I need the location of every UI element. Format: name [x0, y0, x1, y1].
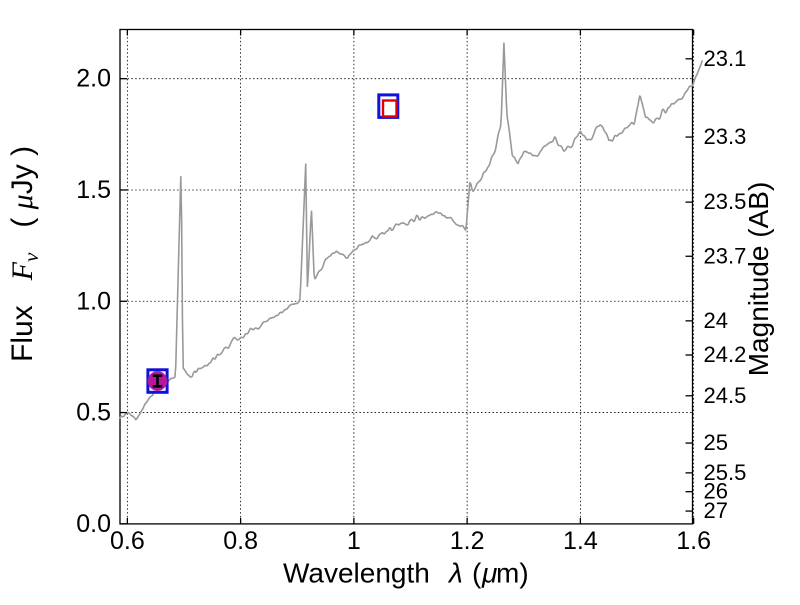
svg-text:0.5: 0.5: [76, 399, 111, 427]
svg-text:m): m): [496, 558, 529, 589]
svg-text:Magnitude (AB): Magnitude (AB): [743, 182, 774, 377]
svg-text:1.4: 1.4: [563, 527, 598, 555]
svg-text:1.5: 1.5: [76, 176, 111, 204]
svg-text:μ: μ: [481, 558, 497, 589]
svg-text:1: 1: [347, 527, 361, 555]
svg-text:2.0: 2.0: [76, 65, 111, 93]
svg-text:24.5: 24.5: [704, 383, 747, 408]
svg-text:0.8: 0.8: [223, 527, 258, 555]
svg-text:24.2: 24.2: [704, 342, 747, 367]
svg-text:1.2: 1.2: [450, 527, 485, 555]
svg-text:23.5: 23.5: [704, 189, 747, 214]
svg-text:λ: λ: [447, 558, 463, 589]
svg-text:25: 25: [704, 430, 728, 455]
svg-text:0.0: 0.0: [76, 510, 111, 538]
svg-text:27: 27: [704, 498, 728, 523]
svg-text:Flux Fν ( μJy ): Flux Fν ( μJy ): [6, 146, 43, 362]
svg-text:1.6: 1.6: [676, 527, 711, 555]
svg-text:1.0: 1.0: [76, 287, 111, 315]
svg-text:24: 24: [704, 308, 728, 333]
svg-text:Wavelength: Wavelength: [283, 558, 430, 589]
svg-text:(: (: [472, 558, 482, 589]
svg-text:23.3: 23.3: [704, 124, 747, 149]
svg-text:23.1: 23.1: [704, 46, 747, 71]
svg-text:23.7: 23.7: [704, 243, 747, 268]
svg-text:0.6: 0.6: [110, 527, 145, 555]
